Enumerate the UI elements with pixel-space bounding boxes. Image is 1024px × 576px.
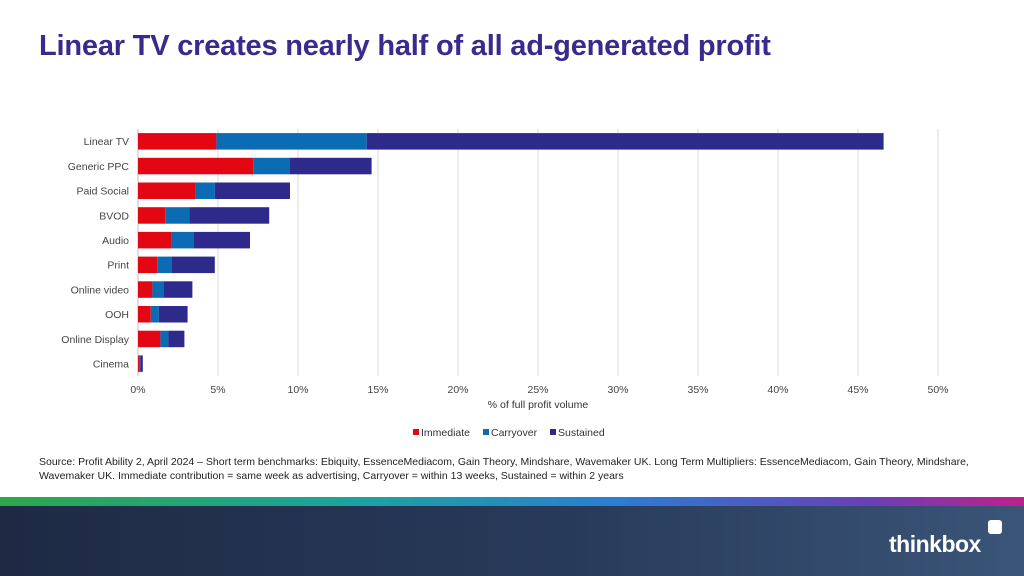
legend-label: Carryover xyxy=(491,427,538,439)
bar-immediate xyxy=(138,330,161,348)
y-category-label: BVOD xyxy=(99,210,129,222)
logo-mark-icon xyxy=(988,520,1002,534)
bar-immediate xyxy=(138,157,254,175)
x-tick-label: 0% xyxy=(130,384,145,396)
x-tick-label: 15% xyxy=(367,384,388,396)
legend-swatch xyxy=(483,429,489,435)
source-note: Source: Profit Ability 2, April 2024 – S… xyxy=(39,456,969,482)
bar-carryover xyxy=(150,306,159,323)
bar-sustained xyxy=(194,231,250,249)
y-category-label: Online Display xyxy=(61,334,129,346)
footer-bar xyxy=(0,506,1024,576)
y-category-label: Online video xyxy=(71,284,130,296)
x-tick-label: 25% xyxy=(527,384,548,396)
bar-carryover xyxy=(139,355,141,372)
stacked-bar-chart: Linear TV Generic PPC Paid Social BVOD Audio… xyxy=(61,129,949,439)
x-tick-label: 45% xyxy=(847,384,868,396)
bar-sustained xyxy=(214,182,290,199)
y-category-label: Linear TV xyxy=(84,136,129,148)
thinkbox-logo: thinkbox xyxy=(889,531,981,557)
y-category-label: Generic PPC xyxy=(68,161,130,173)
y-category-label: Paid Social xyxy=(76,186,129,198)
bar-sustained xyxy=(158,306,188,323)
bar-carryover xyxy=(216,133,367,150)
y-category-label: OOH xyxy=(105,309,129,321)
legend-label: Sustained xyxy=(558,427,605,439)
gradient-band xyxy=(0,497,1024,506)
legend-swatch xyxy=(550,429,556,435)
bar-sustained xyxy=(290,157,372,175)
y-category-label: Print xyxy=(107,260,129,272)
bar-immediate xyxy=(138,306,151,323)
bar-sustained xyxy=(171,256,215,274)
bar-carryover xyxy=(160,330,169,348)
bar-immediate xyxy=(138,231,172,249)
bar-immediate xyxy=(138,256,158,274)
bar-sustained xyxy=(189,207,270,224)
legend-swatch xyxy=(413,429,419,435)
y-category-label: Cinema xyxy=(93,358,129,370)
bar-carryover xyxy=(165,207,190,224)
bar-carryover xyxy=(157,256,172,274)
legend-label: Immediate xyxy=(421,427,470,439)
bar-sustained xyxy=(140,355,143,372)
x-tick-label: 50% xyxy=(927,384,948,396)
x-tick-label: 5% xyxy=(210,384,225,396)
page-title: Linear TV creates nearly half of all ad-… xyxy=(39,30,771,62)
bar-immediate xyxy=(138,355,140,372)
legend: Immediate Carryover Sustained xyxy=(413,427,605,439)
bar-sustained xyxy=(366,133,884,150)
x-tick-label: 20% xyxy=(447,384,468,396)
bar-sustained xyxy=(168,330,185,348)
bar-carryover xyxy=(152,281,164,298)
x-tick-label: 40% xyxy=(767,384,788,396)
bar-carryover xyxy=(171,231,194,249)
bar-immediate xyxy=(138,207,166,224)
y-category-label: Audio xyxy=(102,235,129,247)
bar-carryover xyxy=(253,157,290,175)
x-axis-label: % of full profit volume xyxy=(488,399,589,411)
bar-immediate xyxy=(138,281,153,298)
x-tick-label: 10% xyxy=(287,384,308,396)
x-tick-label: 30% xyxy=(607,384,628,396)
bar-immediate xyxy=(138,182,196,199)
x-tick-label: 35% xyxy=(687,384,708,396)
bar-immediate xyxy=(138,133,217,150)
bar-carryover xyxy=(195,182,215,199)
bar-sustained xyxy=(163,281,193,298)
